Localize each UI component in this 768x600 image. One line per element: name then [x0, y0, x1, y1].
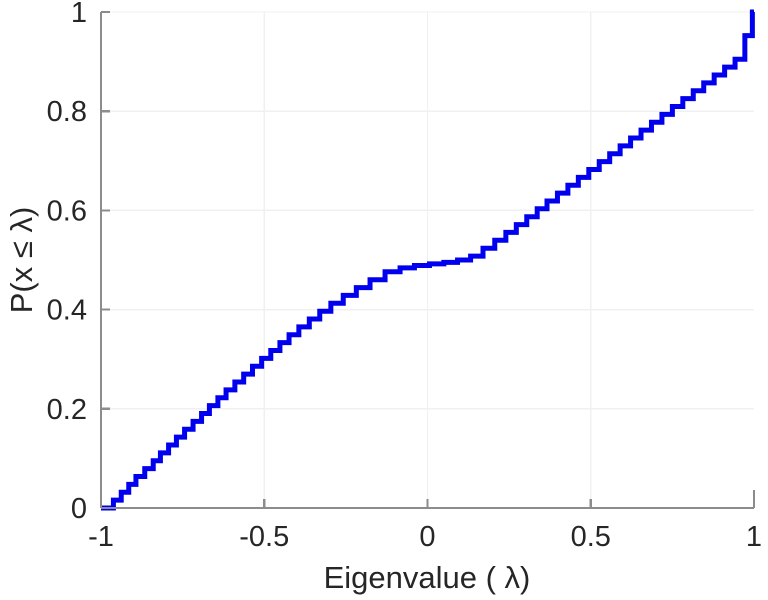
x-tick-label-4: 1 — [746, 521, 762, 553]
y-axis-tick-labels: 0 0.2 0.4 0.6 0.8 1 — [47, 0, 87, 525]
x-axis-ticks — [99, 499, 756, 508]
y-tick-label-2: 0.4 — [47, 295, 87, 327]
x-tick-label-1: -0.5 — [239, 521, 289, 553]
y-axis-title: P(x ≤ λ) — [4, 207, 39, 314]
y-tick-label-5: 1 — [71, 0, 87, 29]
cdf-staircase-line — [101, 9, 755, 511]
y-tick-label-0: 0 — [71, 493, 87, 525]
y-axis-ticks — [101, 10, 110, 510]
x-axis-tick-labels: -1 -0.5 0 0.5 1 — [88, 521, 762, 553]
y-tick-label-1: 0.2 — [47, 394, 87, 426]
x-axis-title: Eigenvalue ( λ) — [324, 560, 531, 595]
x-tick-label-0: -1 — [88, 521, 114, 553]
y-tick-label-4: 0.8 — [47, 96, 87, 128]
y-tick-label-3: 0.6 — [47, 195, 87, 227]
vertical-gridlines — [263, 12, 592, 508]
x-tick-label-2: 0 — [419, 521, 435, 553]
x-tick-label-3: 0.5 — [571, 521, 611, 553]
